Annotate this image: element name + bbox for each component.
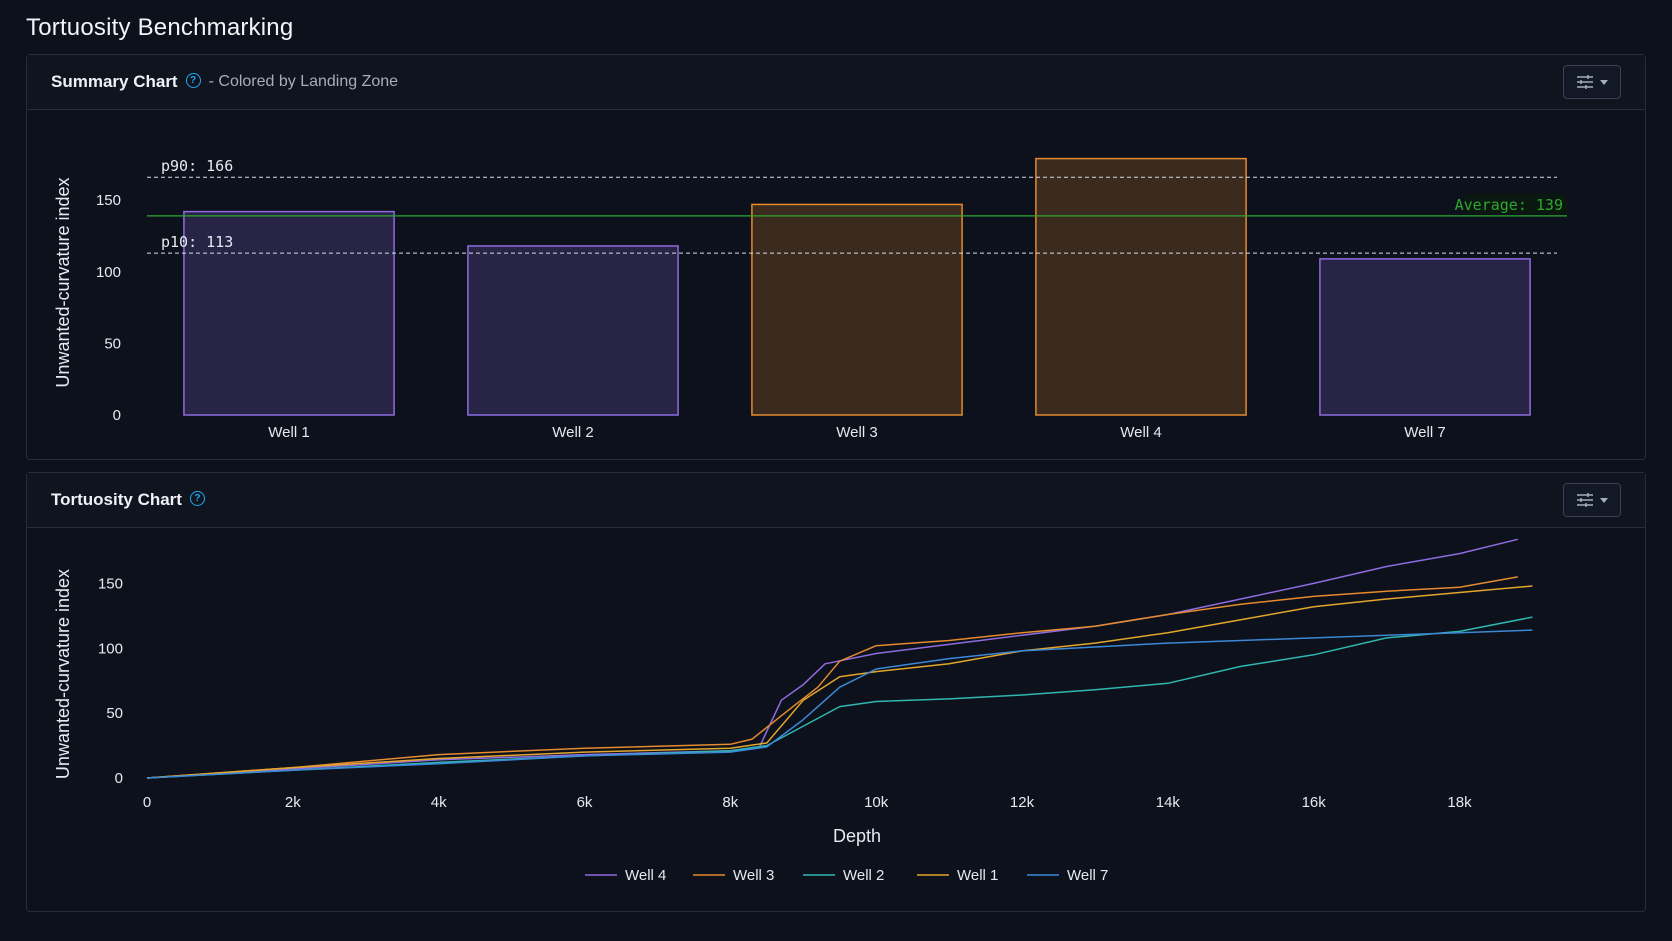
series-line (146, 576, 1518, 779)
series-line (146, 538, 1518, 779)
x-tick-label: 16k (1302, 794, 1327, 811)
y-tick-label: 100 (98, 640, 123, 657)
summary-chart-header: Summary Chart ? - Colored by Landing Zon… (27, 55, 1645, 110)
x-tick-label: Well 4 (1120, 424, 1161, 441)
bar (1035, 157, 1247, 416)
series-line (146, 585, 1533, 779)
percentile-label: p90: 166 (161, 157, 233, 175)
legend-item-label: Well 4 (625, 867, 666, 884)
y-tick-label: 50 (104, 335, 121, 352)
legend-item-label: Well 2 (843, 867, 884, 884)
x-tick-label: Well 3 (836, 424, 877, 441)
x-tick-label: 2k (285, 794, 301, 811)
bar (183, 210, 395, 416)
summary-chart-subtitle: - Colored by Landing Zone (208, 73, 399, 90)
tortuosity-line-chart: 0 50 100 150 0 2k 4k 6k 8k 10k 12k 14k 16k 18k Unwante… (53, 538, 1533, 884)
y-axis-title: Unwanted-curvature index (53, 569, 73, 779)
x-tick-label: 14k (1156, 794, 1181, 811)
sliders-icon (1577, 75, 1593, 89)
tortuosity-chart-title: Tortuosity Chart (51, 490, 182, 509)
page-title: Tortuosity Benchmarking (26, 14, 294, 41)
help-circle-icon[interactable]: ? (189, 490, 205, 506)
y-tick-label: 100 (96, 264, 121, 281)
tortuosity-chart-settings-button[interactable] (1563, 483, 1621, 517)
x-tick-label: Well 7 (1404, 424, 1445, 441)
summary-chart-title: Summary Chart (51, 72, 178, 91)
x-axis-title: Depth (833, 826, 881, 846)
x-tick-label: 8k (722, 794, 738, 811)
x-tick-label: 12k (1010, 794, 1035, 811)
y-axis-title: Unwanted-curvature index (53, 177, 73, 387)
legend-item-label: Well 3 (733, 867, 774, 884)
y-tick-label: 0 (115, 770, 123, 787)
x-tick-label: 18k (1447, 794, 1472, 811)
percentile-label: p10: 113 (161, 233, 233, 251)
legend-item-label: Well 1 (957, 867, 998, 884)
summary-chart-settings-button[interactable] (1563, 65, 1621, 99)
bar (751, 203, 963, 416)
average-label: Average: 139 (1455, 196, 1563, 214)
summary-bar-chart: 0 50 100 150 Unwanted-curvature index Well 1 W… (53, 157, 1567, 441)
chevron-down-icon (1600, 79, 1608, 85)
bar (467, 245, 679, 416)
y-tick-label: 150 (96, 192, 121, 209)
sliders-icon (1577, 493, 1593, 507)
x-tick-label: 10k (864, 794, 889, 811)
x-tick-label: 4k (431, 794, 447, 811)
tortuosity-chart-header: Tortuosity Chart ? (27, 473, 1645, 528)
chevron-down-icon (1600, 497, 1608, 503)
average-label-background (1465, 193, 1567, 214)
bar (1319, 258, 1531, 416)
series-line (146, 616, 1533, 779)
tortuosity-chart-panel: Tortuosity Chart ? 0 50 100 150 0 2k 4k 6k 8k 10k… (26, 472, 1646, 912)
y-tick-label: 150 (98, 575, 123, 592)
x-tick-label: 0 (143, 794, 151, 811)
x-tick-label: Well 1 (268, 424, 309, 441)
help-circle-icon[interactable]: ? (185, 72, 201, 88)
x-tick-label: 6k (577, 794, 593, 811)
summary-chart-panel: Summary Chart ? - Colored by Landing Zon… (26, 54, 1646, 460)
legend-item-label: Well 7 (1067, 867, 1108, 884)
x-tick-label: Well 2 (552, 424, 593, 441)
series-line (146, 629, 1533, 779)
y-tick-label: 50 (106, 705, 123, 722)
y-tick-label: 0 (113, 407, 121, 424)
